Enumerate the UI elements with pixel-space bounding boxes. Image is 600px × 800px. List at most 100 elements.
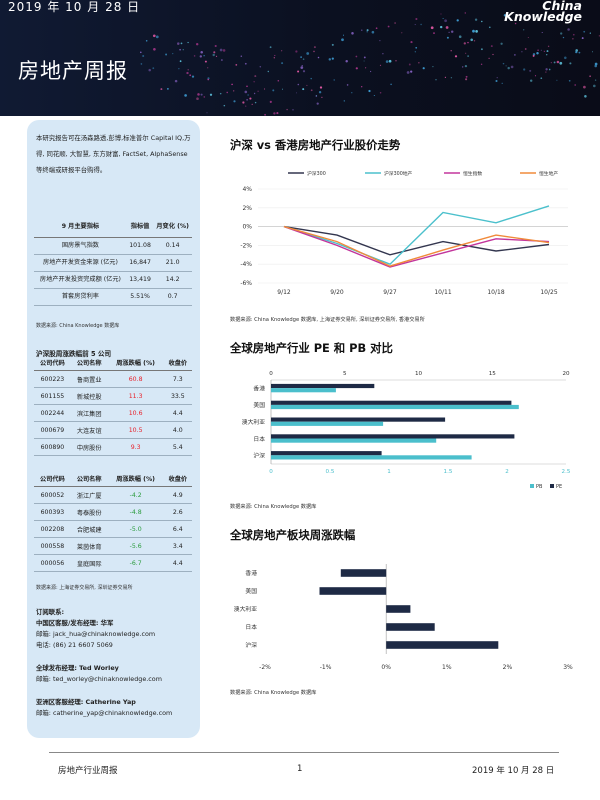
top-axis-tick: 20: [562, 371, 570, 377]
header-dot: [342, 34, 345, 36]
header-dot: [467, 41, 469, 44]
header-dot: [184, 94, 187, 97]
bottom-axis-tick: 1: [387, 469, 391, 475]
indicator-row: 首套房贷利率 5.51% 0.7: [34, 288, 192, 306]
header-dot: [422, 67, 425, 70]
legend-swatch: [550, 484, 554, 488]
y-tick-label: -2%: [240, 242, 252, 249]
header-dot: [435, 79, 437, 81]
header-dot: [302, 70, 306, 73]
stocks-header-change: 周涨跌幅 (%): [107, 474, 164, 487]
header-dot: [450, 30, 454, 33]
header-dot: [273, 57, 275, 59]
stock-row: 000679 大连友谊 10.5 4.0: [34, 421, 192, 439]
pe-bar: [271, 451, 382, 456]
header-dot: [366, 29, 369, 32]
header-dot: [572, 38, 574, 40]
header-dot: [152, 67, 155, 70]
pb-bar: [271, 438, 437, 443]
header-dot: [306, 84, 308, 86]
header-dot: [253, 92, 256, 95]
y-tick-label: 4%: [242, 186, 252, 193]
bottom-axis-tick: 0: [269, 469, 273, 475]
stock-code: 002244: [34, 404, 71, 422]
series-line: [283, 225, 550, 256]
stock-change: -6.7: [107, 554, 164, 572]
header-dot: [259, 66, 262, 68]
header-dot: [584, 95, 587, 98]
header-dot: [500, 42, 503, 45]
stock-close: 3.4: [163, 537, 192, 555]
header-dot: [514, 22, 517, 25]
stock-code: 600890: [34, 438, 71, 456]
stock-change: -5.0: [107, 520, 164, 538]
header-dot: [379, 92, 382, 94]
category-label: 澳大利亚: [242, 418, 265, 426]
category-label: 日本: [253, 435, 265, 443]
category-label: 美国: [245, 587, 257, 595]
header-dot: [245, 105, 247, 107]
header-dot: [172, 52, 174, 55]
legend-label: PB: [536, 484, 543, 490]
header-dot: [355, 55, 358, 58]
x-tick-label: -1%: [320, 664, 332, 671]
chart3-title: 全球房地产板块周涨跌幅: [230, 528, 356, 542]
header-dot: [534, 75, 537, 77]
header-dot: [439, 25, 443, 29]
header-dot: [467, 55, 469, 57]
header-dot: [196, 97, 199, 101]
stock-change: -5.6: [107, 537, 164, 555]
category-label: 澳大利亚: [234, 605, 257, 613]
header-dot: [351, 32, 354, 35]
contact-asia-email[interactable]: 邮箱: catherine_yap@chinaknowledge.com: [36, 709, 173, 717]
pb-bar: [271, 455, 472, 460]
header-dot: [152, 34, 156, 38]
header-dot: [346, 84, 349, 86]
indicator-value: 5.51%: [126, 288, 154, 306]
stock-row: 601155 新城控股 11.3 33.5: [34, 387, 192, 405]
contact-global-email[interactable]: 邮箱: ted_worley@chinaknowledge.com: [36, 675, 162, 683]
header-dot: [465, 52, 467, 54]
header-dot: [212, 53, 215, 57]
header-dot: [480, 63, 483, 65]
legend-label: 沪深300: [307, 170, 326, 177]
change-bar: [386, 605, 411, 613]
header-dot: [480, 48, 483, 51]
header-dot: [550, 62, 552, 64]
report-header: 2019 年 10 月 28 日 China Knowledge 房地产周报: [0, 0, 600, 116]
header-dot: [432, 65, 434, 68]
header-dot: [219, 92, 222, 95]
header-dot: [501, 82, 503, 84]
category-label: 香港: [253, 384, 265, 392]
x-tick-label: 2%: [503, 664, 513, 671]
header-dot: [537, 49, 539, 52]
change-bar: [386, 623, 435, 631]
header-dot: [204, 60, 207, 63]
stock-row: 002244 滨江集团 10.6 4.4: [34, 404, 192, 422]
header-dot: [442, 18, 444, 19]
header-dot: [490, 45, 493, 48]
header-dot: [297, 83, 300, 86]
header-dot: [446, 36, 449, 39]
stock-close: 33.5: [163, 387, 192, 405]
header-dot: [153, 47, 156, 51]
stock-name: 中房股份: [70, 438, 108, 456]
indicators-header-change: 月变化 (%): [153, 216, 192, 238]
header-dot: [207, 67, 209, 69]
contact-cn-email[interactable]: 邮箱: jack_hua@chinaknowledge.com: [36, 630, 156, 638]
header-dot: [235, 64, 238, 66]
header-dot: [545, 68, 548, 71]
y-tick-label: 2%: [242, 205, 252, 212]
header-dot: [249, 97, 252, 100]
header-dot: [394, 22, 396, 24]
legend-swatch: [530, 484, 534, 488]
legend-label: 恒生指数: [463, 170, 482, 177]
stock-change: 11.3: [107, 387, 164, 405]
header-dot: [272, 89, 275, 92]
legend-label: 沪深300地产: [384, 170, 413, 177]
header-dot: [200, 93, 203, 96]
stock-code: 000558: [34, 537, 71, 555]
change-bar: [386, 641, 499, 649]
chart1-source: 数据来源: China Knowledge 数据库, 上海证券交易所, 深圳证券…: [230, 317, 425, 323]
